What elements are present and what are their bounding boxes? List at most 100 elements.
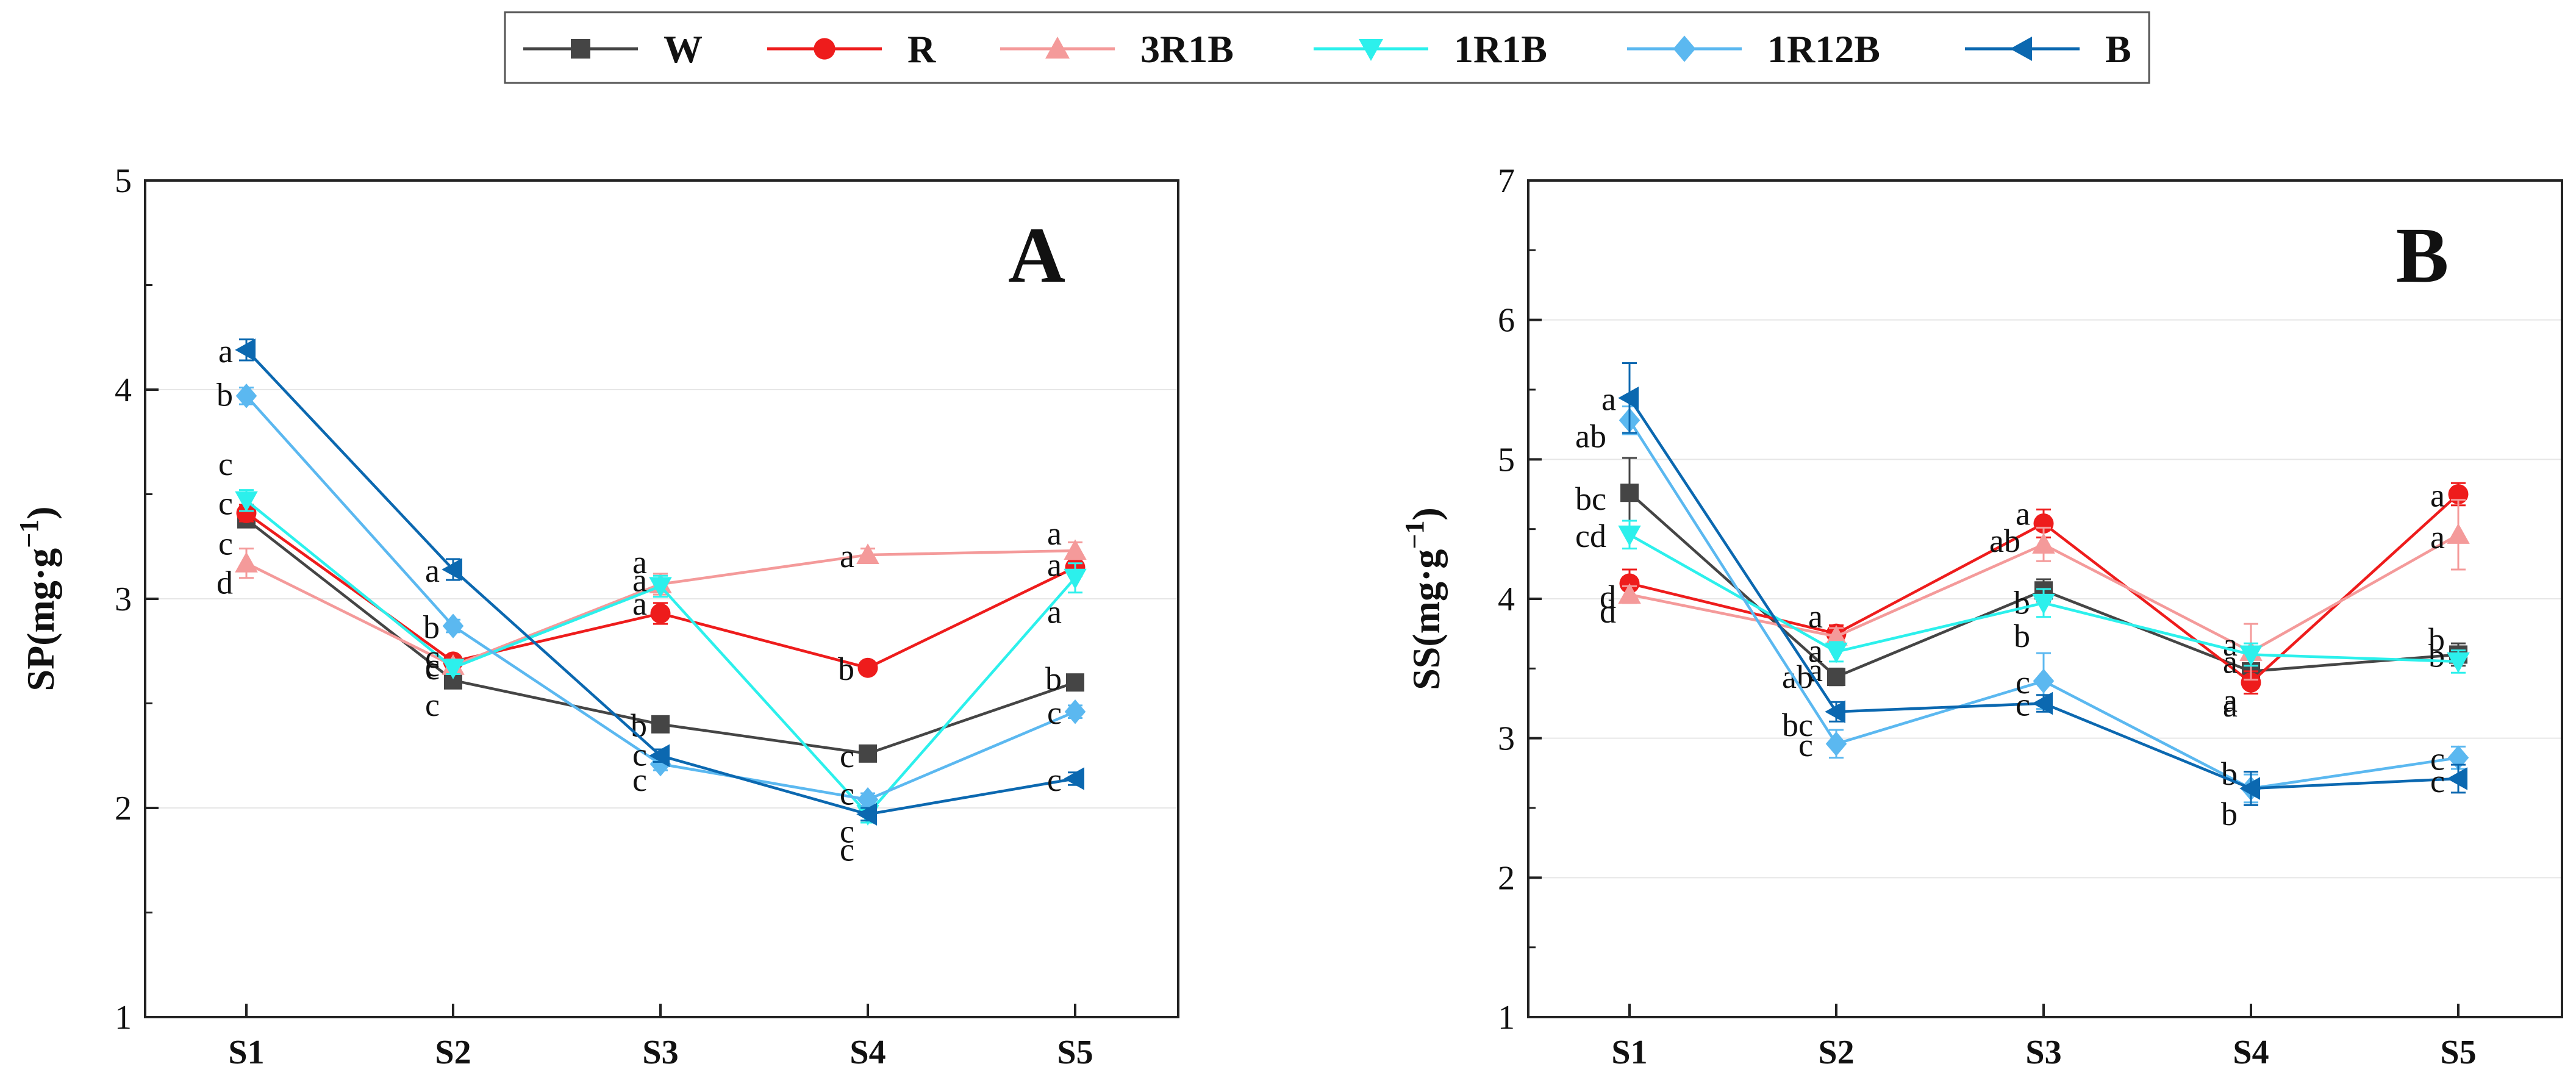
data-point: [1618, 525, 1641, 546]
legend-label: W: [664, 27, 703, 71]
x-tick-label: S2: [435, 1034, 471, 1071]
data-point: [2032, 533, 2055, 554]
x-tick-label: S2: [1818, 1034, 1854, 1071]
significance-label: b: [423, 609, 440, 646]
significance-label: a: [1601, 381, 1616, 418]
significance-label: c: [218, 446, 233, 482]
y-tick-label: 1: [1498, 999, 1515, 1037]
data-point: [859, 744, 877, 763]
significance-label: a: [632, 544, 647, 581]
data-point: [1825, 731, 1847, 757]
significance-label: c: [1798, 727, 1813, 763]
data-point: [649, 744, 670, 767]
significance-label: c: [632, 762, 647, 798]
y-axis-title-sup: −1: [14, 520, 44, 548]
series-1r12b: bbc cc: [216, 376, 1086, 812]
data-point: [1064, 568, 1087, 590]
y-tick-label: 2: [1498, 859, 1515, 897]
y-tick-label: 3: [115, 581, 132, 618]
significance-label: a: [2016, 496, 2030, 532]
significance-label: b: [2014, 618, 2030, 654]
legend-marker-triangle-down: [1359, 39, 1383, 61]
data-point: [442, 659, 465, 679]
legend-marker-triangle-up: [1045, 37, 1070, 59]
x-tick-label: S3: [642, 1034, 678, 1071]
data-point: [236, 502, 257, 523]
data-point: [650, 603, 671, 624]
y-tick-label: 7: [1498, 162, 1515, 200]
significance-label: b: [1045, 660, 1062, 697]
significance-label: a: [2430, 519, 2445, 556]
significance-label: c: [840, 831, 854, 868]
y-tick-label: 1: [115, 999, 132, 1037]
significance-label: a: [2223, 626, 2238, 663]
significance-label: b: [2428, 637, 2445, 674]
data-point: [1064, 699, 1086, 724]
significance-label: a: [840, 538, 854, 574]
significance-label: c: [425, 638, 440, 675]
significance-label: c: [2016, 687, 2030, 723]
data-point: [2447, 523, 2470, 544]
significance-label: a: [218, 333, 233, 370]
y-axis-title-sup: −1: [1400, 521, 1429, 549]
legend-item-3r1b: 3R1B: [1000, 27, 1234, 71]
data-point: [2032, 593, 2055, 615]
significance-label: c: [218, 485, 233, 521]
significance-label: b: [2428, 621, 2445, 658]
x-tick-label: S1: [228, 1034, 264, 1071]
data-point: [649, 577, 672, 598]
y-axis-title-main: SS(mg·g: [1404, 549, 1448, 690]
y-axis-title-close: ): [19, 506, 62, 519]
x-tick-label: S5: [1057, 1034, 1093, 1071]
significance-label: cd: [1575, 518, 1606, 554]
data-point: [2033, 668, 2055, 694]
significance-label: c: [840, 775, 854, 812]
legend-item-r: R: [767, 27, 936, 71]
data-point: [2239, 645, 2263, 666]
data-point: [1620, 484, 1639, 502]
y-tick-label: 6: [1498, 302, 1515, 340]
legend-label: B: [2105, 27, 2131, 71]
significance-label: b: [2221, 796, 2238, 832]
panel-letter: A: [1008, 212, 1065, 299]
data-point: [442, 558, 462, 581]
legend-label: R: [907, 27, 936, 71]
significance-label: a: [2223, 687, 2238, 724]
significance-label: c: [840, 813, 854, 849]
data-point: [1825, 642, 1848, 663]
legend-label: 1R12B: [1767, 27, 1880, 71]
significance-label: a: [425, 552, 440, 589]
significance-label: c: [1047, 695, 1062, 731]
data-point: [1066, 673, 1084, 692]
data-point: [235, 384, 257, 409]
y-tick-label: 4: [115, 371, 132, 409]
y-tick-label: 5: [115, 162, 132, 200]
significance-label: d: [1600, 579, 1616, 615]
significance-label: a: [632, 562, 647, 598]
data-point: [2447, 652, 2470, 673]
x-tick-label: S4: [2233, 1034, 2269, 1071]
series-3r1b: dca aa: [216, 515, 1087, 687]
significance-label: a: [2223, 643, 2238, 680]
significance-label: c: [218, 526, 233, 562]
significance-label: c: [840, 738, 854, 774]
data-point: [1825, 700, 1845, 723]
data-point: [1064, 539, 1087, 560]
significance-label: d: [1600, 593, 1616, 630]
significance-label: a: [1808, 598, 1823, 635]
significance-label: b: [2014, 584, 2030, 621]
significance-label: a: [1047, 547, 1062, 584]
legend-marker-square: [571, 39, 590, 59]
y-tick-label: 4: [1498, 581, 1515, 618]
significance-label: c: [425, 687, 440, 723]
significance-label: b: [2221, 756, 2238, 792]
y-tick-label: 5: [1498, 441, 1515, 479]
y-axis-title-close: ): [1404, 507, 1448, 520]
data-point: [1618, 386, 1639, 410]
legend-marker-triangle-left: [2010, 37, 2032, 61]
